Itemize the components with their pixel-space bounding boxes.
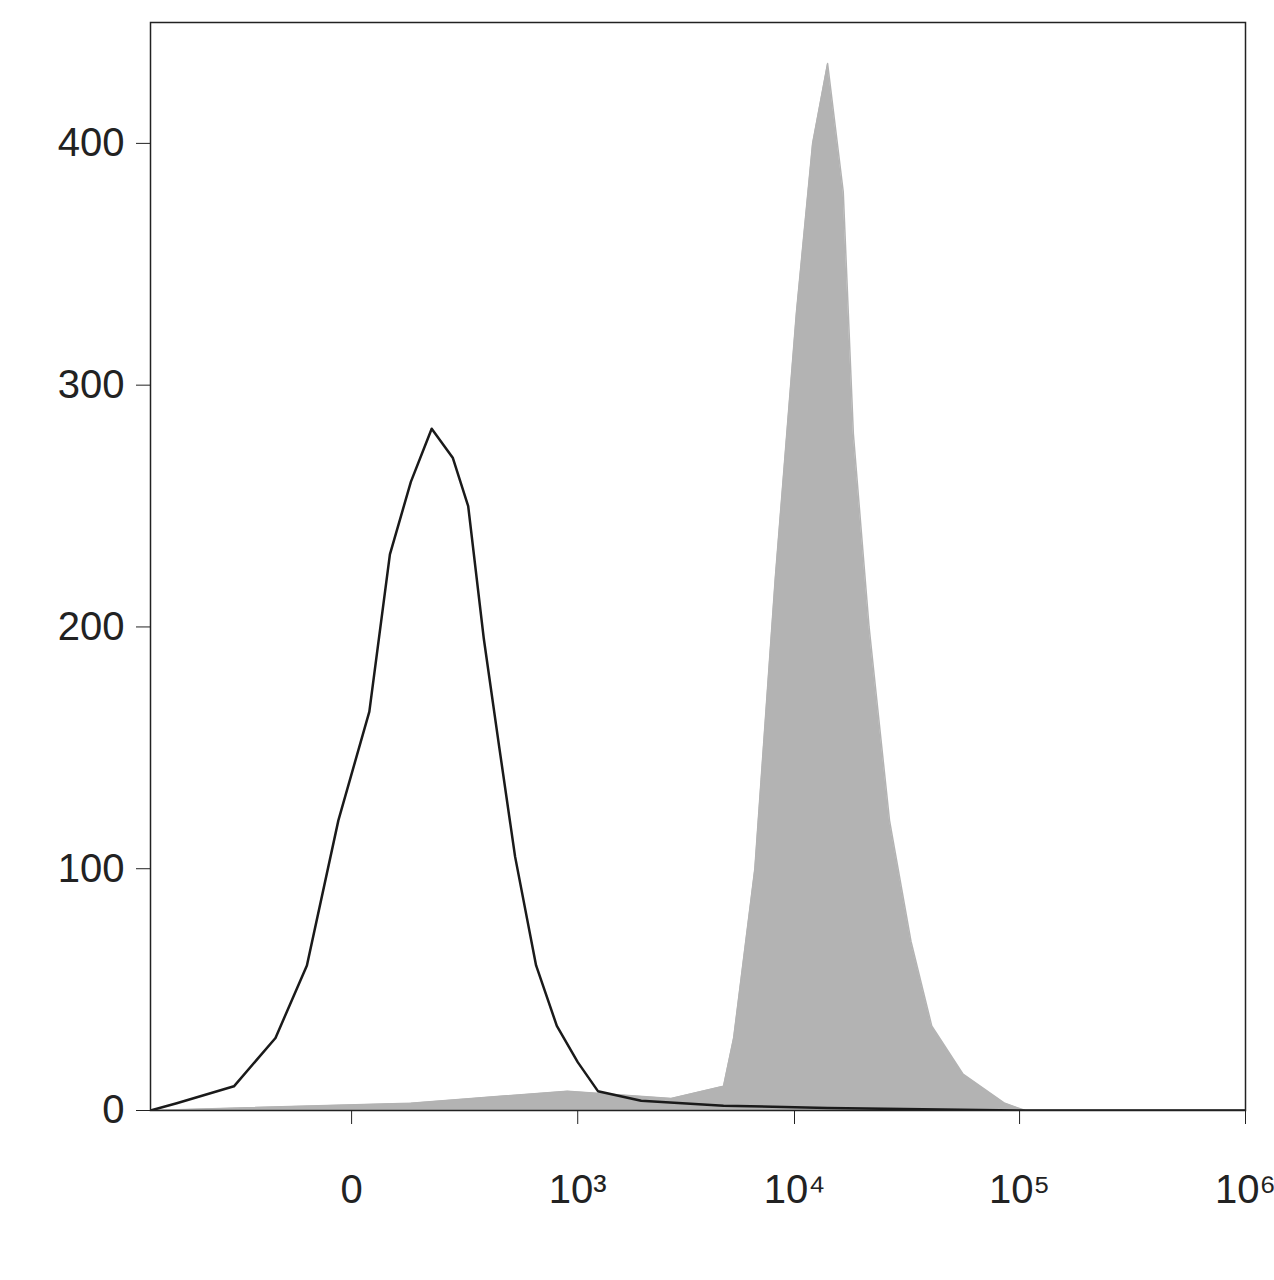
svg-text:400: 400 xyxy=(58,120,125,164)
svg-text:10⁴: 10⁴ xyxy=(764,1167,826,1211)
svg-text:10⁶: 10⁶ xyxy=(1215,1167,1274,1211)
svg-text:200: 200 xyxy=(58,604,125,648)
svg-text:300: 300 xyxy=(58,362,125,406)
svg-text:0: 0 xyxy=(102,1087,124,1131)
svg-text:0: 0 xyxy=(340,1167,362,1211)
svg-text:100: 100 xyxy=(58,846,125,890)
svg-text:10⁵: 10⁵ xyxy=(989,1167,1050,1211)
svg-text:10³: 10³ xyxy=(549,1167,607,1211)
